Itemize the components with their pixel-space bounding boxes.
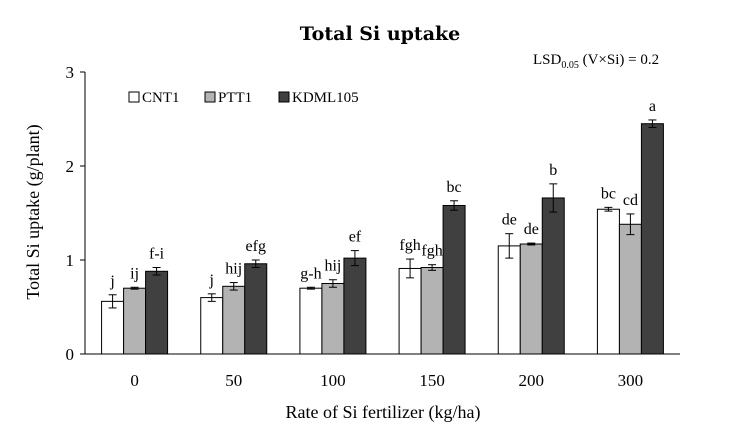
y-tick-label: 3 xyxy=(66,63,75,82)
significance-letter: de xyxy=(502,212,517,229)
bar-ptt1 xyxy=(618,223,642,355)
x-tick-label: 50 xyxy=(225,371,242,390)
x-tick-label: 300 xyxy=(618,371,644,390)
legend-swatch-kdml105 xyxy=(278,91,290,103)
bar-ptt1 xyxy=(123,287,147,355)
legend-swatch-ptt1 xyxy=(204,91,216,103)
x-tick-label: 200 xyxy=(519,371,545,390)
significance-letter: j xyxy=(109,273,114,290)
significance-letter: j xyxy=(209,272,214,289)
legend-label-kdml105: KDML105 xyxy=(292,90,359,106)
y-tick-label: 2 xyxy=(66,157,75,176)
legend-label-cnt1: CNT1 xyxy=(142,90,180,106)
lsd-rest: (V×Si) = 0.2 xyxy=(579,52,659,68)
bar-kdml105 xyxy=(244,263,268,355)
lsd-main: LSD xyxy=(533,52,562,68)
bar-cnt1 xyxy=(497,245,521,355)
bar-cnt1 xyxy=(200,297,224,355)
bar-kdml105 xyxy=(541,197,565,355)
significance-letter: fgh xyxy=(421,243,442,260)
y-tick-label: 1 xyxy=(66,251,75,270)
lsd-subscript: 0.05 xyxy=(561,60,579,71)
significance-letter: bc xyxy=(601,185,616,202)
significance-letter: hij xyxy=(324,258,341,275)
significance-letter: a xyxy=(649,98,656,115)
significance-letter: efg xyxy=(246,238,266,255)
bar-cnt1 xyxy=(398,267,422,355)
significance-letter: de xyxy=(524,221,539,238)
y-axis-label: Total Si uptake (g/plant) xyxy=(23,124,44,299)
legend-swatch-cnt1 xyxy=(128,91,140,103)
significance-letter: hij xyxy=(225,261,242,278)
x-axis-label: Rate of Si fertilizer (kg/ha) xyxy=(286,402,481,423)
significance-letter: ef xyxy=(349,229,362,246)
legend-label-ptt1: PTT1 xyxy=(218,90,252,106)
chart-title: Total Si uptake xyxy=(300,23,461,45)
significance-letter: bc xyxy=(447,179,462,196)
lsd-annotation: LSD0.05 (V×Si) = 0.2 xyxy=(533,52,659,71)
x-tick-label: 0 xyxy=(130,371,139,390)
significance-letter: f-i xyxy=(149,246,165,263)
bar-ptt1 xyxy=(420,267,444,355)
bar-ptt1 xyxy=(519,243,543,355)
legend: CNT1 PTT1 KDML105 xyxy=(128,90,359,106)
bar-kdml105 xyxy=(640,123,664,355)
bar-kdml105 xyxy=(442,204,466,355)
bar-cnt1 xyxy=(596,208,620,355)
bar-ptt1 xyxy=(222,285,246,355)
bar-cnt1 xyxy=(101,300,125,355)
x-tick-label: 150 xyxy=(419,371,445,390)
significance-letter: cd xyxy=(623,192,638,209)
significance-letter: g-h xyxy=(300,265,321,282)
bar-ptt1 xyxy=(321,283,345,355)
y-tick-label: 0 xyxy=(66,345,75,364)
significance-letter: fgh xyxy=(399,237,420,254)
bar-cnt1 xyxy=(299,287,323,355)
significance-letter: b xyxy=(549,162,557,179)
significance-letter: ij xyxy=(130,265,139,282)
bar-kdml105 xyxy=(145,270,169,355)
x-tick-label: 100 xyxy=(320,371,346,390)
bar-kdml105 xyxy=(343,257,367,355)
